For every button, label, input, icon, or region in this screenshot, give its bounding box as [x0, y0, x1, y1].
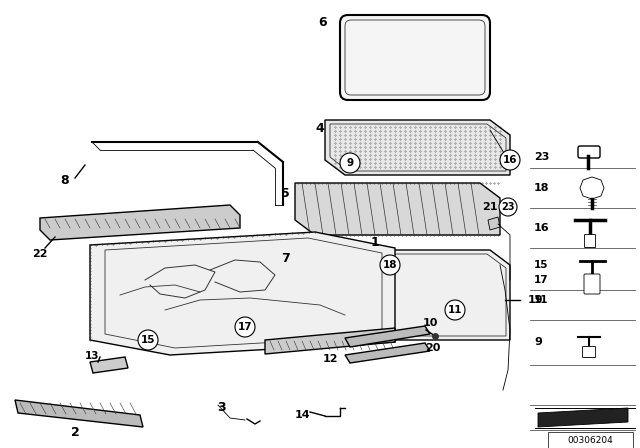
FancyBboxPatch shape — [340, 15, 490, 100]
Text: 4: 4 — [316, 121, 324, 134]
Text: 18: 18 — [383, 260, 397, 270]
Text: 18: 18 — [534, 183, 550, 193]
Circle shape — [340, 153, 360, 173]
Text: 8: 8 — [61, 173, 69, 186]
Text: 9: 9 — [346, 158, 353, 168]
Bar — [548, 432, 633, 448]
Polygon shape — [345, 343, 430, 363]
Text: 16: 16 — [534, 223, 550, 233]
Text: 2: 2 — [70, 426, 79, 439]
Text: 5: 5 — [280, 186, 289, 199]
Polygon shape — [580, 177, 604, 199]
Text: 19: 19 — [528, 295, 543, 305]
FancyBboxPatch shape — [584, 234, 595, 247]
Text: 20: 20 — [426, 343, 441, 353]
Text: 17: 17 — [534, 275, 548, 285]
Polygon shape — [90, 357, 128, 373]
Text: 10: 10 — [422, 318, 438, 328]
Text: 1: 1 — [371, 236, 380, 249]
Text: 23: 23 — [501, 202, 515, 212]
Text: 11: 11 — [534, 295, 548, 305]
Polygon shape — [40, 205, 240, 240]
Circle shape — [500, 150, 520, 170]
FancyBboxPatch shape — [582, 346, 595, 358]
Circle shape — [445, 300, 465, 320]
Text: 15: 15 — [141, 335, 156, 345]
Circle shape — [235, 317, 255, 337]
FancyBboxPatch shape — [584, 274, 600, 294]
Text: 16: 16 — [503, 155, 517, 165]
Circle shape — [138, 330, 158, 350]
Polygon shape — [538, 408, 628, 427]
Text: 6: 6 — [319, 16, 327, 29]
Polygon shape — [295, 183, 500, 235]
Text: 9: 9 — [534, 337, 542, 347]
Polygon shape — [265, 328, 395, 354]
Text: 7: 7 — [280, 251, 289, 264]
Text: 11: 11 — [448, 305, 462, 315]
Text: 15: 15 — [534, 260, 548, 270]
Text: 22: 22 — [32, 249, 48, 259]
Polygon shape — [90, 232, 395, 355]
Polygon shape — [345, 326, 430, 347]
Text: 21: 21 — [483, 202, 498, 212]
Polygon shape — [15, 400, 143, 427]
Circle shape — [380, 255, 400, 275]
Text: 23: 23 — [534, 152, 549, 162]
Text: 13: 13 — [84, 351, 99, 361]
Text: 14: 14 — [295, 410, 311, 420]
Polygon shape — [325, 120, 510, 175]
Text: 17: 17 — [237, 322, 252, 332]
Text: 12: 12 — [323, 354, 338, 364]
Polygon shape — [488, 217, 500, 230]
Polygon shape — [295, 250, 510, 340]
Circle shape — [499, 198, 517, 216]
Text: 00306204: 00306204 — [567, 435, 613, 444]
Text: 3: 3 — [218, 401, 227, 414]
FancyBboxPatch shape — [578, 146, 600, 158]
